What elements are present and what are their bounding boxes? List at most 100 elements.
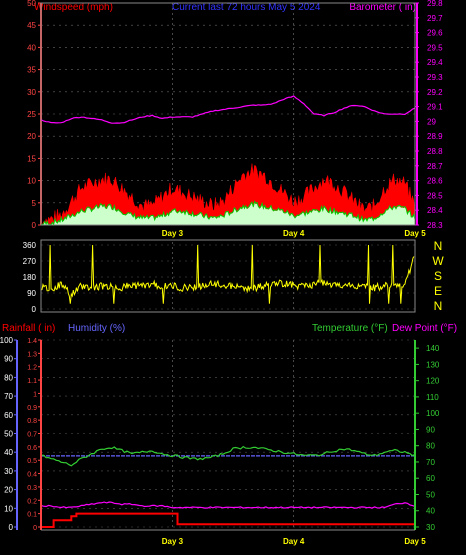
day-label: Day 4 bbox=[283, 537, 305, 546]
compass-label: N bbox=[434, 299, 443, 313]
humidity-tick-label: 30 bbox=[4, 467, 13, 476]
humidity-tick-label: 90 bbox=[4, 355, 13, 364]
barometer-tick-label: 28.5 bbox=[427, 191, 443, 200]
dewpoint-line bbox=[40, 501, 416, 509]
rainfall-line bbox=[41, 484, 416, 528]
temperature-line bbox=[40, 445, 416, 467]
humidity-label: Humidity (%) bbox=[68, 323, 125, 334]
rain-tick-label: 0.5 bbox=[27, 458, 37, 465]
rain-tick-label: 0.3 bbox=[27, 485, 37, 492]
direction-axis-ticks: 0 90 180 270 360 bbox=[23, 241, 37, 314]
humidity-tick-label: 10 bbox=[4, 504, 13, 513]
compass-label: N bbox=[434, 239, 443, 253]
temperature-tick-label: 70 bbox=[426, 458, 435, 467]
wind-tick-label: 45 bbox=[27, 21, 36, 30]
rain-tick-label: 0 bbox=[33, 525, 37, 532]
wind-tick-label: 40 bbox=[27, 43, 36, 52]
barometer-tick-label: 29.1 bbox=[427, 103, 443, 112]
wind-panel-frame bbox=[40, 2, 416, 226]
humidity-tick-label: 20 bbox=[4, 486, 13, 495]
barometer-tick-label: 29.2 bbox=[427, 88, 443, 97]
dewpoint-label: Dew Point (°F) bbox=[392, 323, 457, 334]
wind-tick-label: 10 bbox=[27, 177, 36, 186]
temperature-label: Temperature (°F) bbox=[312, 323, 388, 334]
rainfall-label: Rainfall ( in) bbox=[2, 323, 55, 334]
wind-tick-label: 15 bbox=[27, 154, 36, 163]
avg-wind-line bbox=[40, 200, 416, 226]
day-label: Day 3 bbox=[162, 537, 184, 546]
day-label: Day 5 bbox=[404, 537, 426, 546]
direction-panel-frame bbox=[40, 239, 416, 313]
barometer-line bbox=[40, 95, 416, 124]
barometer-tick-label: 28.7 bbox=[427, 162, 443, 171]
barometer-tick-label: 29.7 bbox=[427, 14, 443, 23]
direction-tick-label: 90 bbox=[27, 289, 36, 298]
direction-tick-label: 0 bbox=[32, 305, 37, 314]
barometer-tick-label: 29.6 bbox=[427, 29, 443, 38]
barometer-tick-label: 29.4 bbox=[427, 58, 443, 67]
barometer-tick-label: 28.6 bbox=[427, 177, 443, 186]
wind-tick-label: 30 bbox=[27, 88, 36, 97]
barometer-label: Barometer ( in) bbox=[349, 2, 416, 13]
rain-tick-label: 0.1 bbox=[27, 512, 37, 519]
humidity-tick-label: 100 bbox=[0, 336, 14, 345]
day-label: Day 4 bbox=[283, 229, 305, 238]
day-label: Day 3 bbox=[162, 229, 184, 238]
rain-tick-label: 1.3 bbox=[27, 351, 37, 358]
temperature-tick-label: 90 bbox=[426, 425, 435, 434]
chart-title: Current last 72 hours May 5 2024 bbox=[172, 2, 321, 13]
direction-tick-label: 270 bbox=[23, 257, 37, 266]
windspeed-label: Windspeed (mph) bbox=[34, 2, 113, 13]
wind-panel-grid bbox=[41, 2, 416, 226]
wind-tick-label: 5 bbox=[32, 199, 37, 208]
barometer-tick-label: 28.8 bbox=[427, 147, 443, 156]
temperature-tick-label: 100 bbox=[426, 409, 440, 418]
wind-panel-series bbox=[40, 95, 416, 226]
temperature-tick-label: 50 bbox=[426, 490, 435, 499]
wind-direction-line bbox=[40, 244, 415, 304]
direction-tick-label: 360 bbox=[23, 241, 37, 250]
compass-label: E bbox=[434, 284, 442, 298]
barometer-tick-label: 28.4 bbox=[427, 206, 443, 215]
compass-label: S bbox=[434, 269, 442, 283]
rain-axis-ticks: 0 0.1 0.2 0.3 0.4 0.5 0.6 0.7 0.8 0.9 1 1.1 1.2 1.3 1.… bbox=[27, 338, 41, 532]
rain-tick-label: 1.2 bbox=[27, 365, 37, 372]
day-label: Day 5 bbox=[404, 229, 426, 238]
wind-panel-day-labels: Day 3 Day 4 Day 5 bbox=[162, 229, 426, 238]
rain-tick-label: 0.7 bbox=[27, 432, 37, 439]
rain-tick-label: 1 bbox=[33, 391, 37, 398]
rain-tick-label: 0.6 bbox=[27, 445, 37, 452]
temperature-tick-label: 80 bbox=[426, 442, 435, 451]
rain-tick-label: 0.4 bbox=[27, 472, 37, 479]
temperature-tick-label: 110 bbox=[426, 393, 439, 402]
rain-tick-label: 0.8 bbox=[27, 418, 37, 425]
rain-tick-label: 1.4 bbox=[27, 338, 37, 345]
barometer-tick-label: 29.8 bbox=[427, 0, 443, 8]
wind-tick-label: 0 bbox=[32, 221, 37, 230]
humidity-tick-label: 60 bbox=[4, 411, 13, 420]
rain-tick-label: 0.2 bbox=[27, 498, 37, 505]
humidity-tick-label: 70 bbox=[4, 392, 13, 401]
temperature-tick-label: 30 bbox=[426, 523, 435, 532]
wind-tick-label: 25 bbox=[27, 110, 36, 119]
rain-tick-label: 0.9 bbox=[27, 405, 37, 412]
temperature-tick-label: 40 bbox=[426, 507, 435, 516]
direction-panel-series bbox=[40, 244, 415, 304]
barometer-tick-label: 28.3 bbox=[427, 221, 443, 230]
wind-tick-label: 35 bbox=[27, 66, 36, 75]
compass-label: W bbox=[432, 254, 444, 268]
barometer-tick-label: 29.3 bbox=[427, 73, 443, 82]
humidity-tick-label: 50 bbox=[4, 430, 13, 439]
direction-tick-label: 180 bbox=[23, 273, 37, 282]
temperature-tick-label: 130 bbox=[426, 360, 440, 369]
temp-panel-series bbox=[40, 445, 416, 528]
humidity-tick-label: 80 bbox=[4, 373, 13, 382]
temp-panel-day-labels: Day 3 Day 4 Day 5 bbox=[162, 537, 426, 546]
temperature-tick-label: 60 bbox=[426, 474, 435, 483]
wind-axis-ticks: 0 5 10 15 20 25 30 35 40 45 50 bbox=[27, 0, 41, 230]
humidity-tick-label: 40 bbox=[4, 448, 13, 457]
